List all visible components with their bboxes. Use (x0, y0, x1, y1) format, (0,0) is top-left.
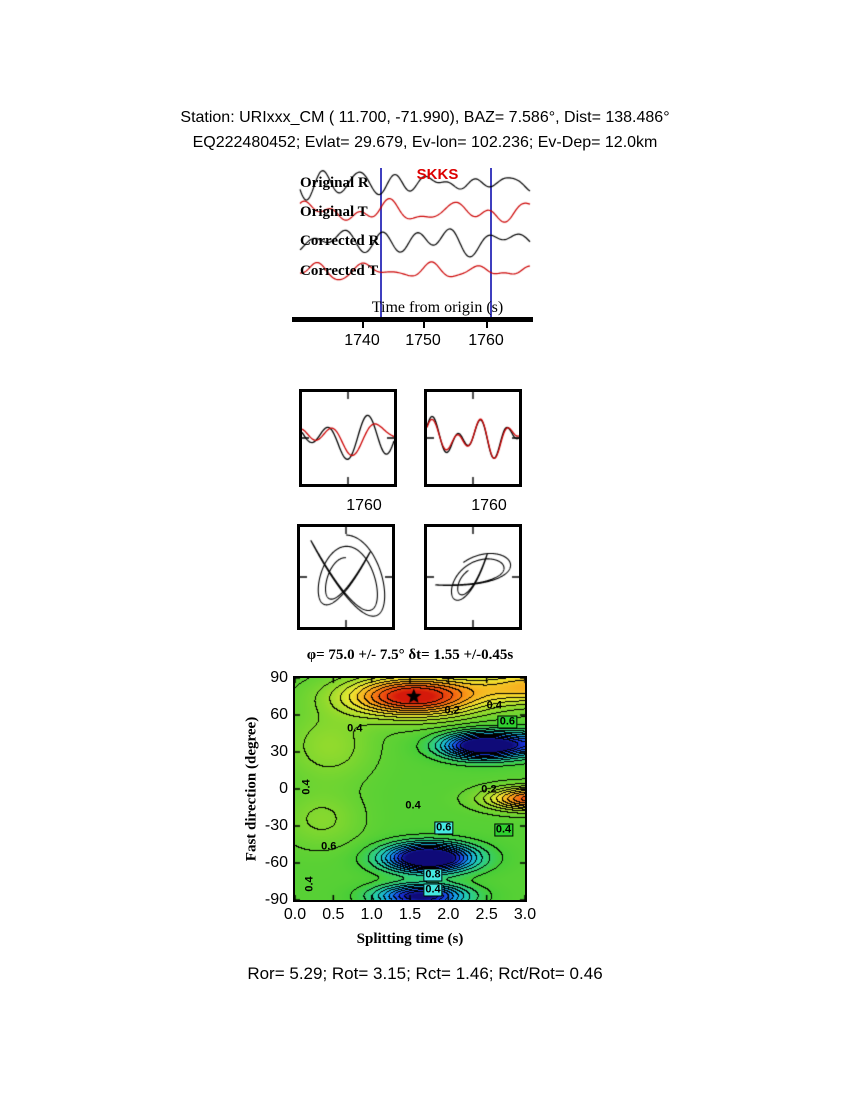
time-tick-label: 1760 (468, 332, 504, 349)
trace-label-original-r: Original R (300, 175, 369, 191)
misfit-xtick-label: 1.0 (360, 906, 383, 923)
contour-annotation: 0.4 (493, 823, 514, 837)
window-tick-label-2: 1760 (471, 497, 507, 514)
contour-annotation: 0.6 (497, 715, 518, 729)
contour-annotation: 0.4 (300, 778, 313, 795)
misfit-map-frame: 0.2 0.4 0.6 0.4 0.4 0.2 0.4 0.6 0.4 0.6 0.8 0.4 0.4 (293, 676, 527, 902)
misfit-ytick-label: -30 (264, 817, 288, 834)
misfit-ytick-label: 90 (270, 669, 288, 686)
particle-motion-box-1 (297, 524, 395, 630)
misfit-ytick-label: 30 (270, 743, 288, 760)
contour-annotation: 0.4 (405, 799, 421, 812)
windowed-pair-box-2 (424, 389, 522, 487)
contour-annotation: 0.6 (321, 840, 337, 853)
trace-label-corrected-t: Corrected T (300, 263, 379, 279)
misfit-ytick-label: 0 (279, 780, 288, 797)
event-info-line: EQ222480452; Evlat= 29.679, Ev-lon= 102.… (192, 134, 658, 151)
time-tick-label: 1740 (344, 332, 380, 349)
misfit-xtick-label: 3.0 (513, 906, 537, 923)
time-tick (423, 322, 425, 328)
time-axis-title: Time from origin (s) (371, 299, 504, 316)
misfit-xtick-label: 1.5 (398, 906, 422, 923)
windowed-pair-box-1 (299, 389, 397, 487)
windowed-pair-canvas-2 (427, 392, 519, 484)
contour-annotation: 0.6 (434, 821, 454, 835)
misfit-xtick-label: 0.5 (322, 906, 345, 923)
contour-annotation: 0.2 (444, 704, 460, 717)
misfit-xtick-label: 2.0 (437, 906, 460, 923)
time-tick-label: 1750 (405, 332, 441, 349)
contour-annotation: 0.2 (481, 783, 497, 796)
trace-label-corrected-r: Corrected R (300, 233, 380, 249)
windowed-pair-canvas-1 (302, 392, 394, 484)
misfit-ytick-label: -60 (264, 854, 288, 871)
contour-annotation: 0.4 (486, 699, 502, 712)
misfit-xtick-label: 2.5 (475, 906, 498, 923)
seismogram-traces-canvas (290, 165, 540, 315)
particle-motion-box-2 (424, 524, 522, 630)
splitting-result-title: φ= 75.0 +/- 7.5° δt= 1.55 +/-0.45s (306, 647, 514, 663)
particle-motion-canvas-1 (300, 527, 392, 627)
misfit-xtick-label: 0.0 (283, 906, 307, 923)
splitting-time-axis-title: Splitting time (s) (356, 931, 464, 947)
contour-annotation: 0.4 (423, 883, 443, 897)
time-tick (486, 322, 488, 328)
quality-metrics-line: Ror= 5.29; Rot= 3.15; Rct= 1.46; Rct/Rot… (247, 964, 603, 983)
trace-label-original-t: Original T (300, 204, 368, 220)
particle-motion-canvas-2 (427, 527, 519, 627)
misfit-ytick-label: 60 (270, 706, 288, 723)
misfit-ytick-label: -90 (264, 891, 288, 908)
window-tick-label-1: 1760 (346, 497, 382, 514)
contour-annotation: 0.4 (303, 876, 316, 892)
contour-annotation: 0.4 (347, 722, 363, 735)
time-tick (362, 322, 364, 328)
misfit-map-canvas (295, 678, 525, 900)
contour-annotation: 0.8 (423, 868, 443, 882)
phase-label: SKKS (416, 166, 459, 183)
time-axis-bar (292, 317, 533, 322)
station-info-line: Station: URIxxx_CM ( 11.700, -71.990), B… (180, 109, 670, 126)
